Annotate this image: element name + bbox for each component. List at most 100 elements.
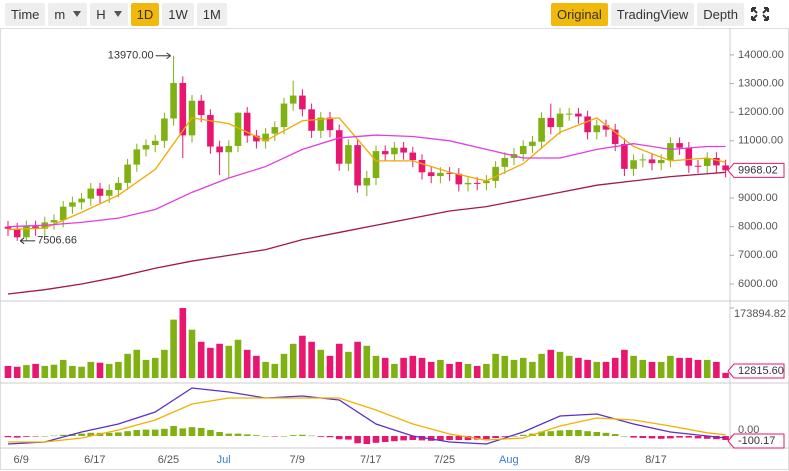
candle-body [225, 145, 233, 153]
volume-bar [529, 361, 536, 378]
y-tick-label: 13000.00 [738, 77, 784, 89]
candle-body [446, 172, 453, 174]
macd-bar [630, 436, 637, 438]
toolbar-button[interactable]: TradingView [610, 2, 695, 26]
macd-bar [280, 436, 288, 437]
volume-bar [713, 361, 720, 378]
volume-bar [299, 335, 306, 378]
macd-bar [179, 428, 187, 436]
toolbar-button[interactable]: m [48, 2, 88, 26]
volume-bar [96, 362, 104, 378]
candle-body [345, 145, 352, 164]
candle-body [23, 226, 30, 238]
macd-bar [345, 436, 352, 440]
candle-body [78, 198, 85, 203]
volume-bar [289, 343, 297, 378]
arrow-head [166, 52, 171, 60]
volume-bar [473, 365, 481, 378]
volume-bar [23, 365, 30, 378]
volume-bar [400, 357, 407, 378]
macd-bar [271, 436, 279, 437]
macd-bar [326, 436, 334, 438]
volume-bar [418, 357, 426, 378]
volume-bar [409, 355, 417, 378]
volume-bar [124, 353, 131, 378]
candle-body [326, 117, 334, 131]
macd-bar [418, 436, 426, 441]
volume-bar [556, 351, 564, 378]
volume-bar [170, 319, 177, 378]
volume-bar [639, 359, 647, 378]
macd-bar [207, 430, 214, 436]
fullscreen-icon[interactable] [749, 5, 771, 23]
toolbar-button[interactable]: 1D [130, 2, 160, 26]
candle-body [253, 135, 260, 142]
macd-bar [547, 431, 555, 436]
toolbar-left: Time m H 1D 1W 1M [0, 2, 232, 26]
candle-body [317, 117, 325, 131]
volume-bar [602, 361, 610, 378]
dropdown-caret [73, 11, 82, 17]
macd-bar [115, 432, 122, 436]
macd-bar [565, 430, 573, 436]
candle-body [703, 157, 711, 167]
candle-body [657, 159, 665, 164]
macd-bar [391, 436, 398, 442]
volume-bar [253, 355, 260, 378]
toolbar-button[interactable]: Original [550, 2, 608, 26]
macd-bar [234, 433, 242, 436]
button-label: m [54, 6, 66, 22]
macd-bar [142, 429, 150, 436]
macd-bar [381, 436, 389, 442]
toolbar-button[interactable]: H [90, 2, 128, 26]
candle-body [575, 113, 582, 117]
candle-body [400, 147, 407, 153]
candle-body [32, 226, 39, 229]
y-tick-label: 8000.00 [738, 221, 778, 233]
moving-average [7, 117, 726, 231]
x-tick-label: 8/9 [575, 454, 590, 466]
volume-bar [13, 366, 21, 378]
volume-bar [41, 365, 49, 378]
candle-body [556, 113, 564, 128]
macd-bar [473, 436, 481, 440]
macd-bar [575, 430, 582, 436]
macd-bar [483, 436, 490, 440]
candle-body [197, 100, 205, 116]
toolbar-button[interactable]: Depth [697, 2, 744, 26]
y-tick-label: 0.00 [738, 424, 759, 436]
candle-body [243, 112, 251, 136]
macd-bar [602, 432, 610, 436]
macd-bar [32, 436, 39, 437]
volume-bar [372, 355, 380, 378]
candle-body [372, 151, 380, 179]
volume-bar [547, 349, 555, 378]
toolbar-button[interactable]: Time [5, 2, 46, 26]
toolbar-right: Original TradingView Depth [546, 2, 749, 26]
y-tick-label: 9000.00 [738, 192, 778, 204]
macd-bar [216, 432, 223, 436]
macd-bar [50, 435, 58, 437]
button-label: Original [556, 6, 602, 22]
moving-average [7, 134, 726, 228]
candle-body [280, 103, 288, 128]
macd-bar [556, 430, 564, 436]
macd-bar [151, 429, 159, 436]
volume-bar [225, 345, 233, 378]
volume-bar [584, 359, 591, 378]
toolbar-button[interactable]: 1W [162, 2, 194, 26]
volume-bar [483, 363, 490, 378]
volume-bar [345, 351, 352, 378]
toolbar-button[interactable]: 1M [196, 2, 227, 26]
candle-body [50, 220, 58, 223]
candle-body [722, 165, 729, 171]
volume-bar [630, 355, 637, 378]
candle-body [262, 133, 269, 142]
macd-bar [538, 431, 545, 436]
volume-bar [685, 357, 693, 378]
candle-body [713, 157, 720, 166]
candle-body [179, 82, 187, 136]
volume-bar [4, 365, 12, 378]
macd-bar [510, 436, 518, 437]
volume-bar [161, 349, 168, 378]
